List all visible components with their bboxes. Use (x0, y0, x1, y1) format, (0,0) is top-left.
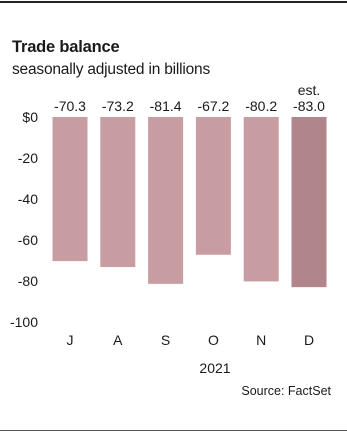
x-tick-label: S (161, 332, 170, 348)
y-tick-label: -40 (18, 191, 38, 207)
value-label: -67.2 (197, 98, 229, 114)
source-note: Source: FactSet (241, 384, 331, 398)
bar (148, 117, 184, 284)
y-tick-label: -100 (10, 314, 38, 330)
bar (243, 117, 279, 282)
value-labels: -70.3 -73.2 -81.4 -67.2 -80.2 -83.0 (54, 98, 325, 114)
x-tick-label: N (256, 332, 266, 348)
y-tick-label: -20 (18, 150, 38, 166)
y-axis-ticks: $0 -20 -40 -60 -80 -100 (10, 109, 38, 330)
estimate-label: est. (298, 82, 321, 98)
value-label: -70.3 (54, 98, 86, 114)
chart-title: Trade balance (12, 38, 120, 56)
y-tick-label: -80 (18, 273, 38, 289)
x-tick-label: A (113, 332, 123, 348)
y-tick-label: -60 (18, 232, 38, 248)
value-label: -80.2 (245, 98, 277, 114)
value-label: -83.0 (293, 98, 325, 114)
bar-estimate (291, 117, 327, 288)
x-axis-title: 2021 (199, 360, 230, 376)
bars (52, 117, 327, 288)
y-tick-label: $0 (22, 109, 38, 125)
x-tick-label: O (208, 332, 219, 348)
top-rule (0, 1, 347, 3)
bottom-rule (0, 430, 347, 431)
bar (100, 117, 136, 268)
bar (195, 117, 231, 255)
x-tick-label: D (304, 332, 314, 348)
bar (52, 117, 88, 262)
value-label: -81.4 (150, 98, 182, 114)
value-label: -73.2 (102, 98, 134, 114)
x-tick-label: J (67, 332, 74, 348)
chart-subtitle: seasonally adjusted in billions (12, 61, 211, 78)
